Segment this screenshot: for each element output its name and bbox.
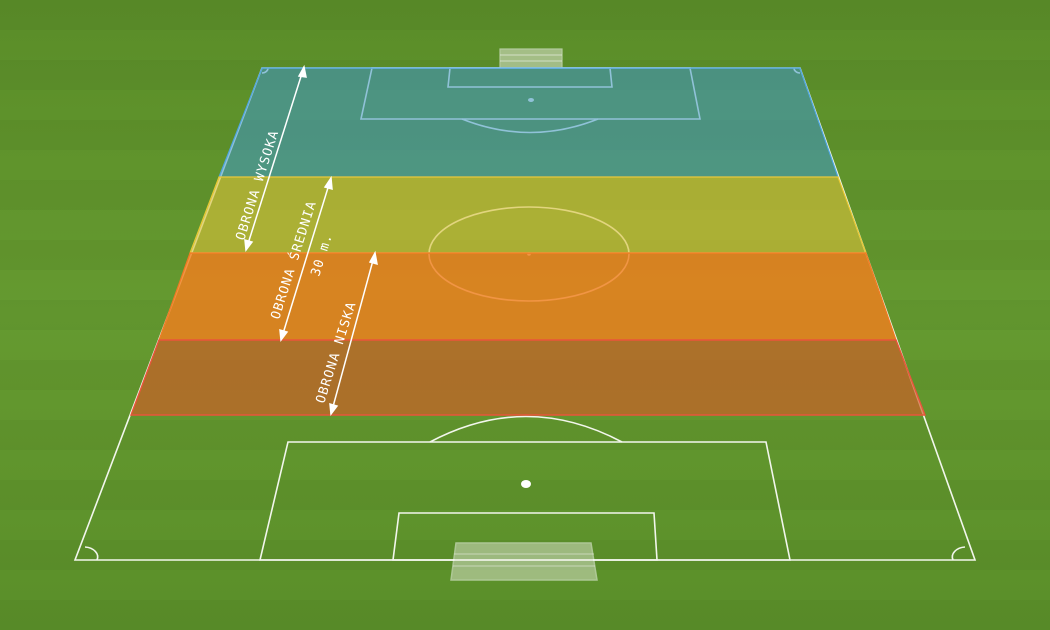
bottom-penalty-arc (429, 415, 623, 443)
low-zone-arrow (329, 250, 378, 416)
zone-low-upper (158, 252, 897, 341)
zone-high (218, 67, 839, 178)
zone-arrows (244, 64, 378, 416)
corner-arc-bottom-left (84, 546, 99, 561)
high-zone-arrow (244, 64, 307, 252)
top-goal (499, 48, 563, 69)
bottom-penalty-spot (521, 480, 531, 488)
corner-arc-bottom-right (951, 546, 966, 561)
bottom-goal (450, 542, 598, 581)
bottom-penalty-area (258, 441, 791, 561)
zone-low-lower (129, 339, 927, 416)
mid-zone-arrow (279, 175, 333, 342)
bottom-goal-area (392, 512, 658, 561)
